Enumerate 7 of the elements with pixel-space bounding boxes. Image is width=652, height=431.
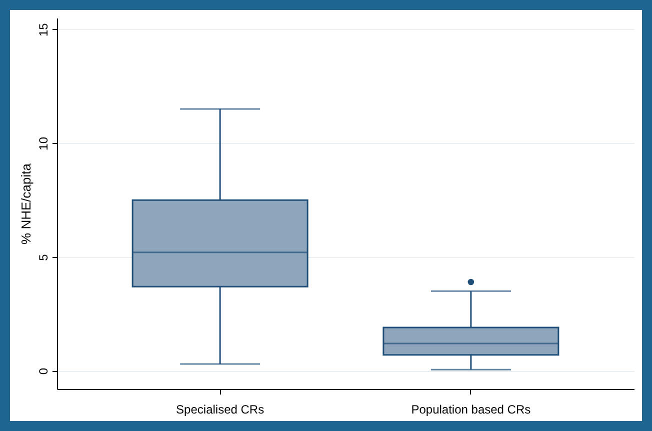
y-tick-label: 10 bbox=[36, 136, 50, 150]
y-tick-label: 5 bbox=[36, 254, 50, 261]
y-tick-label: 0 bbox=[36, 368, 50, 375]
y-axis-title: % NHE/capita bbox=[18, 162, 34, 244]
x-tick-label: Population based CRs bbox=[411, 402, 531, 416]
y-tick-label: 15 bbox=[36, 22, 50, 37]
x-tick-label: Specialised CRs bbox=[176, 402, 264, 416]
